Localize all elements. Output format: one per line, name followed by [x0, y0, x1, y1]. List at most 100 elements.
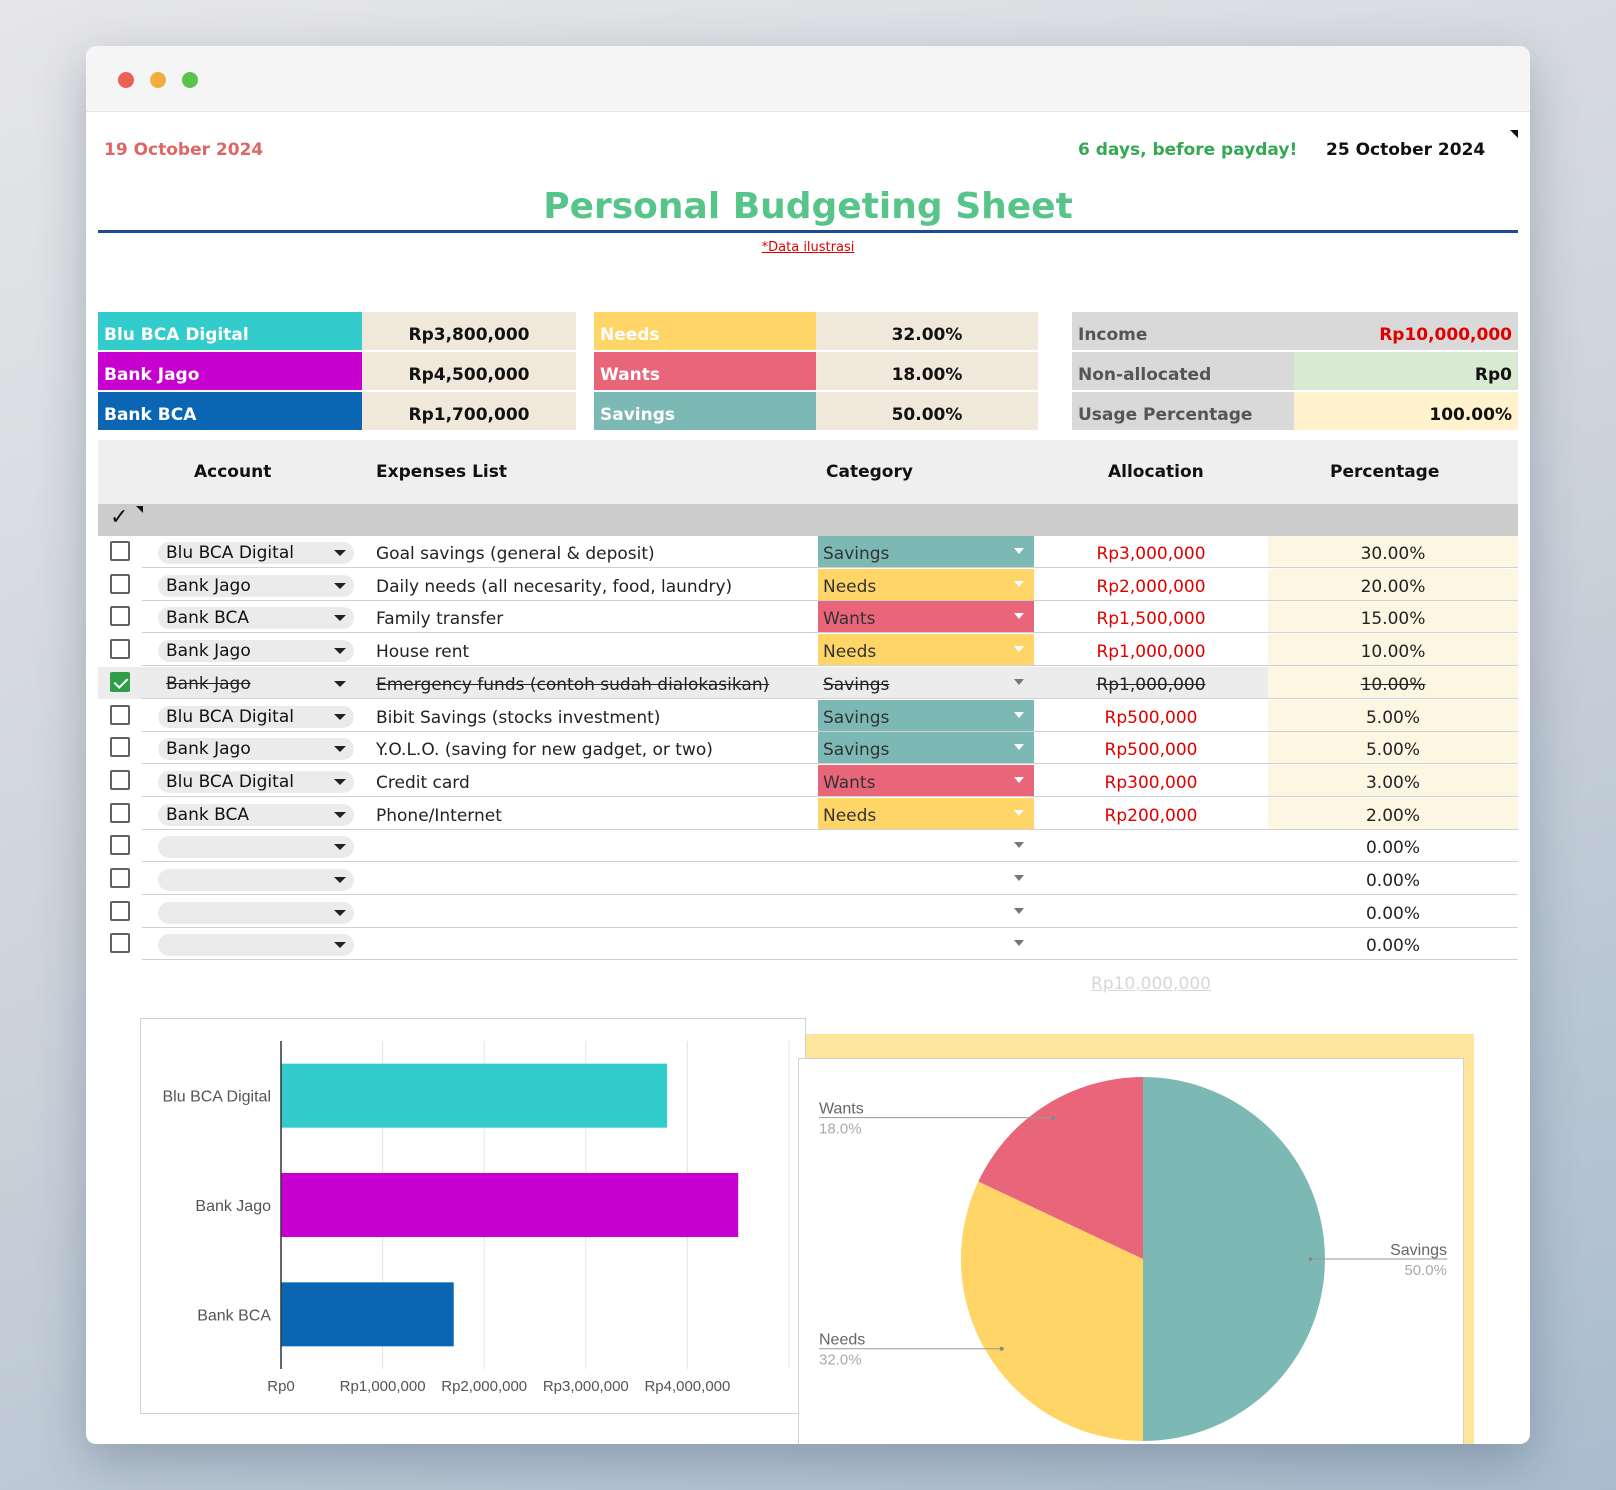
row-checkbox[interactable]: [110, 769, 130, 790]
row-checkbox[interactable]: [110, 933, 130, 954]
account-dropdown[interactable]: Blu BCA Digital: [158, 770, 354, 793]
category-dropdown[interactable]: [818, 896, 1034, 928]
column-header-allocation: Allocation: [1108, 462, 1204, 482]
chevron-down-icon: [1014, 842, 1024, 849]
row-checkbox[interactable]: [110, 671, 130, 692]
expense-name[interactable]: House rent: [376, 642, 470, 663]
row-checkbox[interactable]: [110, 541, 130, 561]
allocation-cell[interactable]: Rp300,000: [1104, 772, 1198, 793]
expense-name[interactable]: Emergency funds (contoh sudah dialokasik…: [376, 674, 770, 695]
pie-slice-wants[interactable]: [978, 1077, 1143, 1259]
allocation-cell[interactable]: [1034, 896, 1268, 928]
category-dropdown[interactable]: Savings: [818, 667, 1034, 699]
percentage-cell: 20.00%: [1268, 568, 1518, 601]
allocation-cell[interactable]: Rp500,000: [1104, 740, 1198, 761]
allocation-cell[interactable]: Rp1,000,000: [1096, 674, 1206, 695]
row-checkbox[interactable]: [110, 868, 130, 888]
account-dropdown[interactable]: Bank Jago: [158, 574, 354, 597]
category-dropdown[interactable]: Savings: [818, 732, 1034, 765]
percentage-cell: 10.00%: [1268, 666, 1518, 699]
account-dropdown[interactable]: [158, 901, 354, 924]
allocation-cell[interactable]: Rp1,000,000: [1096, 642, 1206, 663]
illustration-note-link[interactable]: *Data ilustrasi: [761, 240, 855, 255]
account-dropdown-value: Bank Jago: [166, 575, 251, 596]
category-dropdown[interactable]: Needs: [818, 634, 1034, 667]
usage-percentage-value: 100.00%: [1294, 392, 1518, 430]
allocation-cell[interactable]: Rp3,000,000: [1096, 544, 1206, 564]
app-window: 19 October 2024 6 days, before payday! 2…: [86, 46, 1530, 1444]
category-dropdown[interactable]: Wants: [818, 601, 1034, 634]
category-dropdown[interactable]: [818, 830, 1034, 862]
row-checkbox[interactable]: [110, 802, 130, 823]
category-dropdown[interactable]: [818, 928, 1034, 960]
category-dropdown[interactable]: Savings: [818, 699, 1034, 732]
bar-blu-bca-digital[interactable]: [281, 1063, 668, 1128]
table-row: 0.00%: [98, 830, 1518, 863]
row-divider: [142, 926, 1518, 928]
account-dropdown[interactable]: Blu BCA Digital: [158, 705, 354, 728]
table-row: Bank Jago House rent Needs Rp1,000,000 10.00…: [98, 634, 1518, 667]
allocation-cell[interactable]: [1034, 863, 1268, 895]
category-dropdown[interactable]: Needs: [818, 568, 1034, 601]
category-dropdown[interactable]: [818, 863, 1034, 895]
pie-slice-percent: 18.0%: [819, 1121, 862, 1138]
expense-name[interactable]: Y.O.L.O. (saving for new gadget, or two): [376, 740, 713, 761]
payday-date[interactable]: 25 October 2024: [1326, 140, 1486, 160]
chevron-down-icon: [1014, 613, 1024, 620]
expense-name[interactable]: Credit card: [376, 772, 470, 793]
row-checkbox[interactable]: [110, 639, 130, 660]
account-dropdown[interactable]: Blu BCA Digital: [158, 542, 354, 564]
row-checkbox[interactable]: [110, 900, 130, 921]
expense-name[interactable]: Bibit Savings (stocks investment): [376, 707, 661, 728]
account-dropdown[interactable]: [158, 869, 354, 891]
nonallocated-value: Rp0: [1294, 352, 1518, 390]
summary-account-name: Bank BCA: [98, 392, 362, 430]
row-divider: [142, 567, 1518, 568]
row-checkbox[interactable]: [110, 835, 130, 856]
expense-name[interactable]: Phone/Internet: [376, 805, 502, 826]
row-checkbox[interactable]: [110, 704, 130, 725]
category-dropdown[interactable]: Wants: [818, 764, 1034, 797]
allocation-cell[interactable]: Rp2,000,000: [1096, 576, 1206, 597]
chevron-down-icon: [1014, 940, 1024, 947]
close-window-button[interactable]: [118, 72, 134, 88]
pie-slice-needs[interactable]: [961, 1181, 1143, 1441]
maximize-window-button[interactable]: [182, 72, 198, 88]
filter-row: ✓: [98, 504, 1518, 536]
expense-name[interactable]: Goal savings (general & deposit): [376, 544, 655, 564]
pie-slice-savings[interactable]: [1143, 1077, 1325, 1441]
summary-category-name: Needs: [594, 312, 816, 350]
summary-account-name: Bank Jago: [98, 352, 362, 390]
account-dropdown[interactable]: Bank BCA: [158, 607, 354, 630]
account-dropdown[interactable]: Bank Jago: [158, 640, 354, 663]
row-checkbox[interactable]: [110, 606, 130, 627]
checkmark-icon[interactable]: ✓: [110, 505, 129, 530]
account-dropdown[interactable]: [158, 934, 354, 957]
row-checkbox[interactable]: [110, 737, 130, 758]
account-dropdown[interactable]: Bank Jago: [158, 672, 354, 695]
bar-bank-bca[interactable]: [281, 1282, 454, 1347]
chevron-down-icon: [334, 778, 346, 785]
allocation-cell[interactable]: Rp1,500,000: [1096, 609, 1206, 630]
income-value[interactable]: Rp10,000,000: [1294, 312, 1518, 350]
account-dropdown[interactable]: Bank Jago: [158, 738, 354, 761]
account-bar-chart: Blu BCA Digital Bank Jago Bank BCA Rp0 Rp1,0…: [140, 1018, 806, 1414]
expense-name[interactable]: Family transfer: [376, 609, 504, 630]
minimize-window-button[interactable]: [150, 72, 166, 88]
allocation-cell[interactable]: Rp200,000: [1104, 805, 1198, 826]
column-header-category: Category: [826, 462, 913, 482]
account-dropdown-value: Bank Jago: [166, 673, 251, 694]
allocation-cell[interactable]: Rp500,000: [1104, 707, 1198, 728]
row-checkbox[interactable]: [110, 573, 130, 594]
expense-name[interactable]: Daily needs (all necesarity, food, laund…: [376, 576, 733, 597]
account-dropdown[interactable]: Bank BCA: [158, 803, 354, 826]
category-dropdown[interactable]: Needs: [818, 797, 1034, 830]
pie-slice-label: Savings: [1390, 1242, 1447, 1259]
row-divider: [142, 599, 1518, 601]
account-dropdown-value: Blu BCA Digital: [166, 706, 294, 727]
allocation-cell[interactable]: [1034, 928, 1268, 960]
bar-bank-jago[interactable]: [281, 1173, 739, 1237]
account-dropdown[interactable]: [158, 836, 354, 859]
category-dropdown[interactable]: Savings: [818, 536, 1034, 568]
allocation-cell[interactable]: [1034, 830, 1268, 862]
